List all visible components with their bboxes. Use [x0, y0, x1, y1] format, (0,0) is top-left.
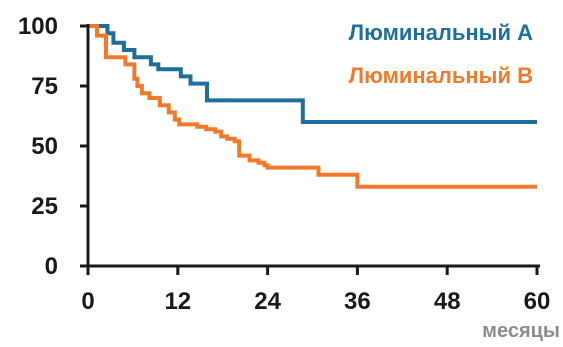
y-tick-label: 50: [31, 133, 58, 160]
series-lines: [88, 24, 537, 189]
y-tick-label: 100: [18, 13, 58, 40]
x-axis-ticks: 0 12 24 36 48 60: [81, 266, 550, 315]
x-tick-label: 60: [524, 288, 551, 315]
x-tick-label: 0: [81, 288, 94, 315]
legend-label-luminal-a: Люминальный А: [349, 20, 533, 45]
series-line-luminal-a: [88, 24, 537, 124]
x-unit-label: месяцы: [482, 320, 560, 342]
series-line-luminal-b: [88, 24, 537, 189]
x-tick-label: 36: [344, 288, 371, 315]
x-tick-label: 48: [434, 288, 461, 315]
y-tick-label: 25: [31, 193, 58, 220]
legend-label-luminal-b: Люминальный В: [349, 63, 533, 88]
y-tick-label: 75: [31, 73, 58, 100]
x-tick-label: 24: [254, 288, 281, 315]
y-axis-ticks: 0 25 50 75 100: [18, 13, 88, 280]
y-tick-label: 0: [45, 253, 58, 280]
x-tick-label: 12: [164, 288, 191, 315]
